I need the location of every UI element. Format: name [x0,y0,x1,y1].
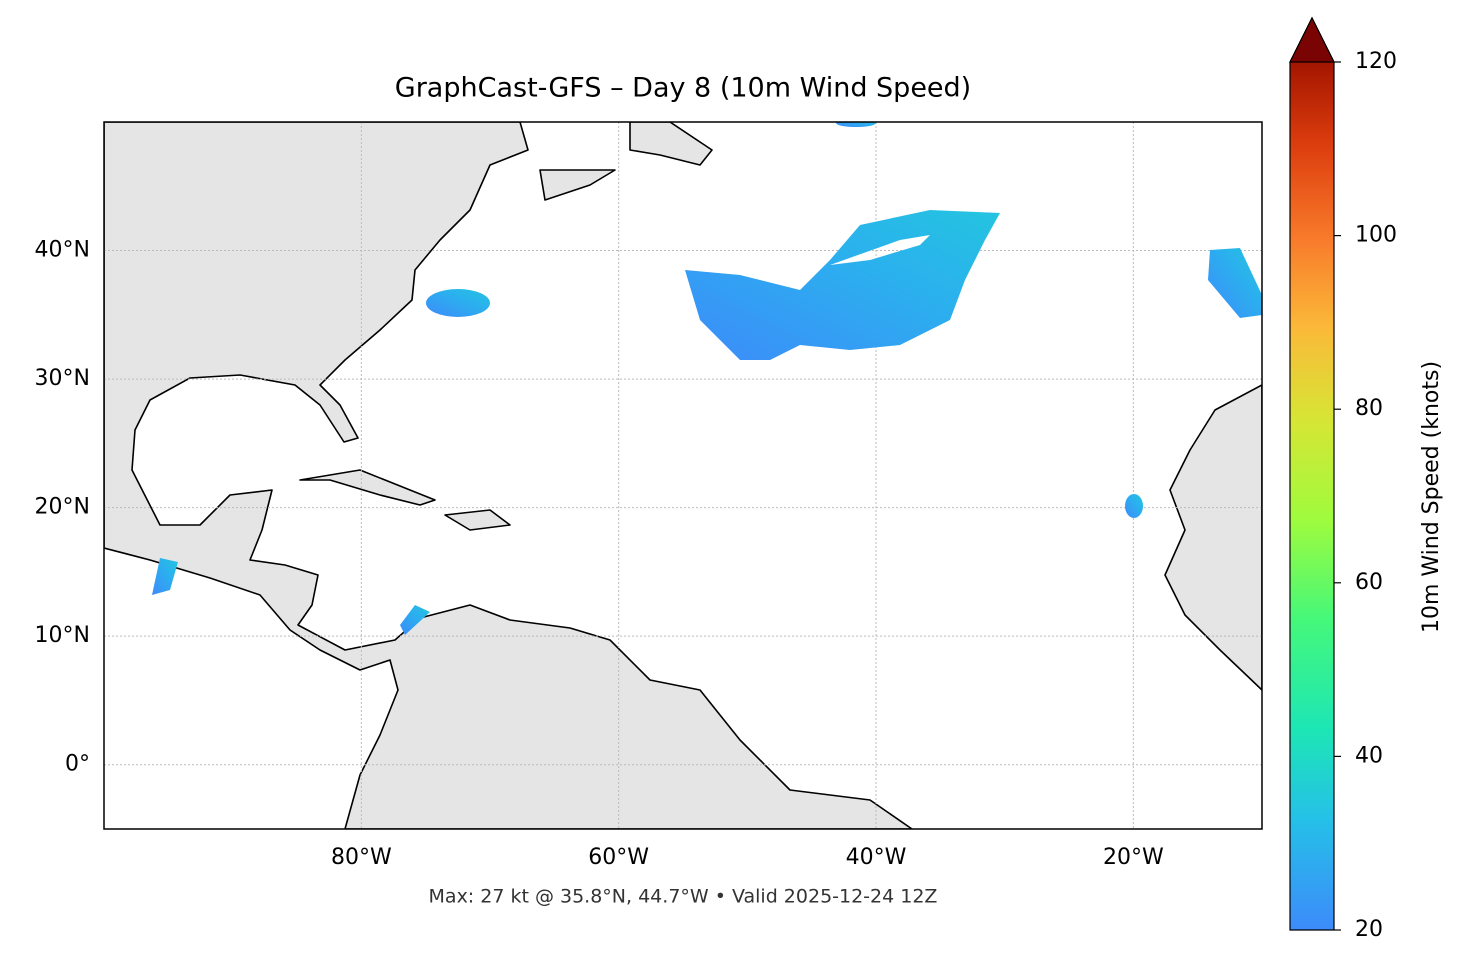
colorbar-tick-label: 40 [1355,743,1383,768]
colorbar-tick-label: 20 [1355,917,1383,942]
map [104,122,1262,829]
x-tick-label: 40°W [846,845,907,870]
colorbar-tick-label: 80 [1355,396,1383,421]
wind-area [836,122,876,127]
y-tick-label: 0° [65,752,90,777]
x-tick-label: 20°W [1103,845,1164,870]
x-tick-label: 80°W [331,845,392,870]
wind-area [1208,248,1262,318]
land [299,469,436,506]
wind-area [152,558,178,595]
colorbar-label: 10m Wind Speed (knots) [1419,361,1444,633]
land [1164,384,1262,691]
y-tick-label: 20°N [35,495,90,520]
y-tick-label: 40°N [35,238,90,263]
land [104,122,913,829]
y-tick-label: 30°N [35,366,90,391]
colorbar [1289,16,1335,931]
x-tick-label: 60°W [588,845,649,870]
wind-area [685,210,1000,360]
wind-area [400,605,430,635]
colorbar-tick-label: 100 [1355,223,1397,248]
wind-area [426,289,490,317]
colorbar-extend [1289,16,1335,63]
colorbar-tick-label: 120 [1355,49,1397,74]
land [539,169,616,201]
y-tick-label: 10°N [35,623,90,648]
wind-area [1125,494,1143,518]
land [444,509,511,531]
map-frame [103,121,1263,830]
chart-title: GraphCast-GFS – Day 8 (10m Wind Speed) [395,73,971,104]
land [629,122,713,166]
colorbar-tick-label: 60 [1355,570,1383,595]
footer: Max: 27 kt @ 35.8°N, 44.7°W • Valid 2025… [429,886,938,908]
